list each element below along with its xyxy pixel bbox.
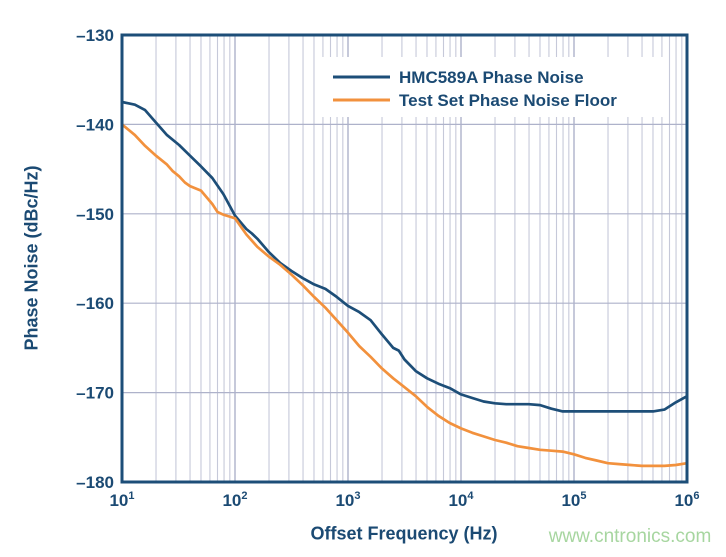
legend-label-hmc589a-phase-noise: HMC589A Phase Noise: [399, 68, 584, 87]
watermark-text: www.cntronics.com: [548, 526, 712, 547]
legend-label-test-set-phase-noise-floor: Test Set Phase Noise Floor: [399, 91, 617, 110]
y-tick-label: –130: [76, 26, 114, 45]
x-tick-label: 104: [448, 490, 474, 510]
y-tick-label: –160: [76, 294, 114, 313]
legend-background: [320, 57, 666, 117]
y-tick-label: –150: [76, 205, 114, 224]
x-axis-label: Offset Frequency (Hz): [310, 523, 498, 544]
y-tick-label: –170: [76, 384, 114, 403]
x-tick-label: 102: [222, 490, 247, 510]
series-line-hmc589a-phase-noise: [120, 100, 689, 413]
x-tick-label: 105: [561, 490, 586, 510]
x-tick-label: 103: [335, 490, 360, 510]
plot-frame: [120, 33, 689, 484]
y-axis-label: Phase Noise (dBc/Hz): [21, 165, 42, 351]
y-tick-label: –140: [76, 115, 114, 134]
series-line-test-set-phase-noise-floor: [120, 123, 689, 468]
y-tick-label: –180: [76, 473, 114, 492]
x-tick-label: 106: [674, 490, 699, 510]
x-tick-label: 101: [109, 490, 134, 510]
